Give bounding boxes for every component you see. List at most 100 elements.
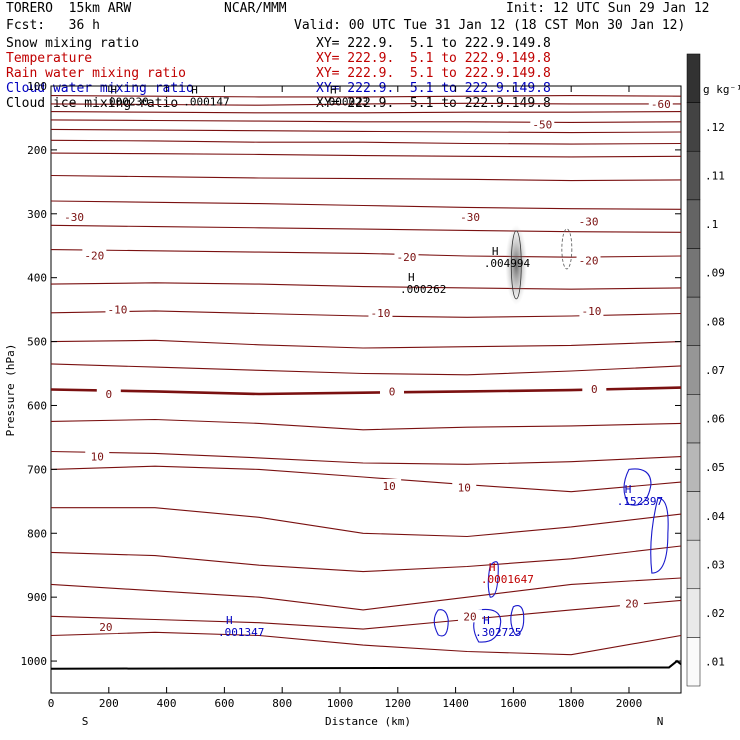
y-tick-label: 1000	[21, 655, 48, 668]
extremum-value: .001347	[218, 626, 264, 639]
colorbar-segment	[686, 442, 701, 492]
temperature-contour-label: -20	[579, 254, 599, 267]
field-xy-range: XY= 222.9. 5.1 to 222.9.149.8	[316, 36, 551, 51]
contour-label-bg	[576, 214, 601, 228]
colorbar-tick-label: .07	[705, 364, 725, 377]
temperature-contour	[50, 339, 682, 349]
temperature-contour-label: 20	[625, 598, 638, 611]
cloud-water-contour	[433, 609, 449, 637]
extremum-mark: H	[408, 271, 415, 284]
temperature-contour-label: -30	[579, 215, 599, 228]
cloud-water-contour	[510, 605, 525, 636]
colorbar-segment	[686, 539, 701, 590]
y-tick-label: 900	[27, 591, 47, 604]
temperature-contour	[50, 310, 682, 318]
colorbar-tick-label: .04	[705, 510, 725, 523]
contour-label-bg	[82, 248, 107, 262]
extremum-value: .004994	[484, 257, 531, 270]
x-end-left-label: S	[82, 715, 89, 728]
extremum-value: .152397	[617, 495, 663, 508]
contour-label-bg	[579, 303, 604, 317]
temperature-contour	[50, 363, 682, 376]
colorbar-tick-label: .01	[705, 656, 725, 669]
temperature-contour	[50, 139, 682, 145]
extremum-mark: H	[330, 84, 337, 97]
colorbar-segment	[686, 199, 701, 249]
x-tick-label: 1600	[500, 697, 527, 710]
contour-label-bg	[452, 480, 477, 494]
colorbar-segment	[686, 491, 701, 541]
temperature-contour	[50, 95, 682, 98]
temperature-contour-label: -30	[460, 211, 480, 224]
temperature-contour	[50, 450, 682, 465]
temperature-contour	[50, 577, 682, 611]
colorbar-segment	[686, 248, 701, 298]
y-tick-label: 100	[27, 80, 47, 93]
ground-line	[50, 659, 682, 670]
x-tick-label: 0	[48, 697, 55, 710]
field-xy-range: XY= 222.9. 5.1 to 222.9.149.8	[316, 66, 551, 81]
contour-label-bg	[377, 478, 402, 492]
extremum-mark: H	[110, 84, 117, 97]
x-tick-label: 2000	[616, 697, 643, 710]
temperature-contour-label: 10	[91, 451, 104, 464]
snow-maximum-shading	[505, 224, 528, 305]
init-time: Init: 12 UTC Sun 29 Jan 12	[506, 1, 710, 16]
temperature-contour-label: 20	[99, 621, 112, 634]
colorbar-tick-label: .11	[705, 170, 725, 183]
x-axis-label: Distance (km)	[325, 715, 411, 728]
contour-label-bg	[458, 609, 483, 623]
extremum-value: .0001647	[481, 573, 534, 586]
cloud-water-contour	[650, 497, 669, 574]
snow-contour	[561, 228, 573, 270]
colorbar-segment	[686, 345, 701, 395]
field-name: Rain water mixing ratio	[6, 66, 187, 81]
cloud-water-contour	[473, 608, 502, 643]
colorbar-tick-label: .06	[705, 413, 725, 426]
extremum-mark: H	[492, 245, 499, 258]
colorbar-segment	[686, 150, 701, 201]
extremum-mark: H	[226, 614, 233, 627]
temperature-contour-label: 10	[382, 480, 395, 493]
colorbar-tick-label: .03	[705, 558, 725, 571]
field-name: Cloud water mixing ratio	[6, 81, 194, 96]
contour-label-bg	[380, 384, 405, 398]
temperature-contour	[50, 128, 682, 134]
temperature-contour	[50, 111, 682, 114]
colorbar-segment	[686, 394, 701, 444]
y-tick-label: 600	[27, 399, 47, 412]
field-name: Cloud ice mixing ratio	[6, 96, 179, 111]
x-tick-label: 400	[157, 697, 177, 710]
contour-label-bg	[96, 386, 121, 400]
temperature-contour-label: -60	[651, 98, 671, 111]
contour-label-bg	[576, 253, 601, 267]
temperature-contour	[50, 152, 682, 158]
colorbar-tick-label: .1	[705, 218, 718, 231]
x-tick-label: 1800	[558, 697, 585, 710]
contour-label-bg	[394, 250, 419, 264]
y-tick-label: 800	[27, 527, 47, 540]
extremum-mark: H	[625, 483, 632, 496]
cloud-water-contour	[623, 468, 652, 506]
x-tick-label: 1000	[327, 697, 354, 710]
extremum-mark: H	[489, 561, 496, 574]
colorbar-tick-label: .09	[705, 267, 725, 280]
extremum-mark: H	[483, 614, 490, 627]
contour-label-bg	[62, 209, 87, 223]
extremum-value: .302725	[475, 626, 521, 639]
contour-label-bg	[105, 302, 130, 316]
x-tick-label: 200	[99, 697, 119, 710]
model-title: TORERO 15km ARW	[6, 1, 132, 16]
temperature-contour	[50, 418, 682, 431]
colorbar-segment	[686, 53, 701, 103]
temperature-contour-label: -10	[108, 304, 128, 317]
temperature-contour-label: -10	[581, 305, 601, 318]
x-tick-label: 600	[214, 697, 234, 710]
colorbar-tick-label: .08	[705, 315, 725, 328]
temperature-contour	[50, 631, 682, 656]
temperature-contour-label: -20	[84, 249, 104, 262]
forecast-hour: Fcst: 36 h	[6, 18, 100, 33]
temperature-contour-label: -10	[371, 307, 391, 320]
extremum-value: .000262	[400, 283, 446, 296]
